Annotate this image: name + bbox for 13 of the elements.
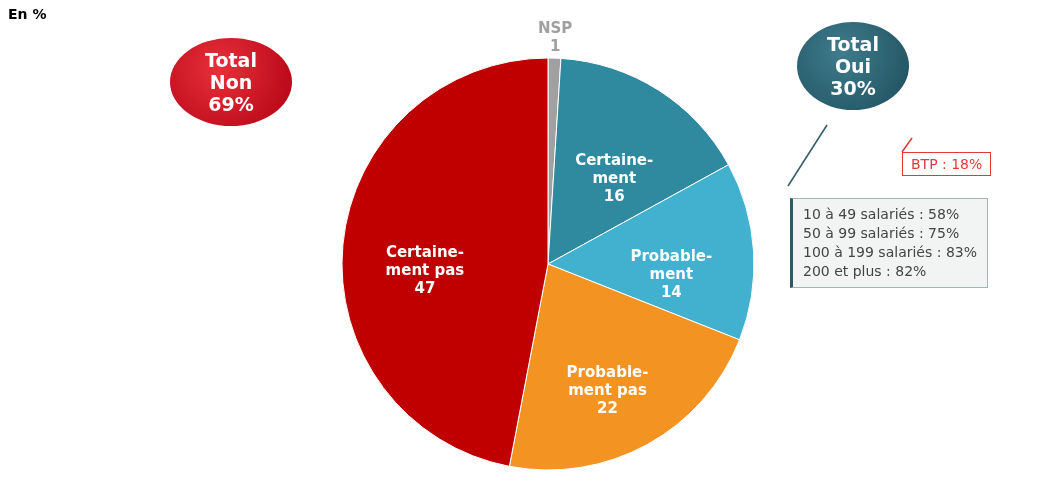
slice-label: NSP: [537, 19, 573, 38]
data-label: 14: [660, 283, 682, 302]
slice-label: Probable- ment pas: [566, 363, 649, 400]
data-label: 47: [414, 279, 436, 298]
slice-label: Certaine- ment pas: [385, 243, 465, 280]
data-label: 16: [603, 186, 625, 205]
text: En %: [8, 6, 47, 22]
data-label: 22: [597, 399, 618, 418]
text: BTP : 18%: [902, 152, 992, 176]
data-label: 1: [549, 37, 561, 56]
text: 10 à 49 salariés : 58% 50 à 99 salariés : 75% 100 à 199 salariés : 83% 200 et plus : 82%: [790, 198, 989, 288]
slice-label: Probable- ment: [630, 247, 713, 284]
slice-label: Certaine- ment: [575, 150, 654, 187]
